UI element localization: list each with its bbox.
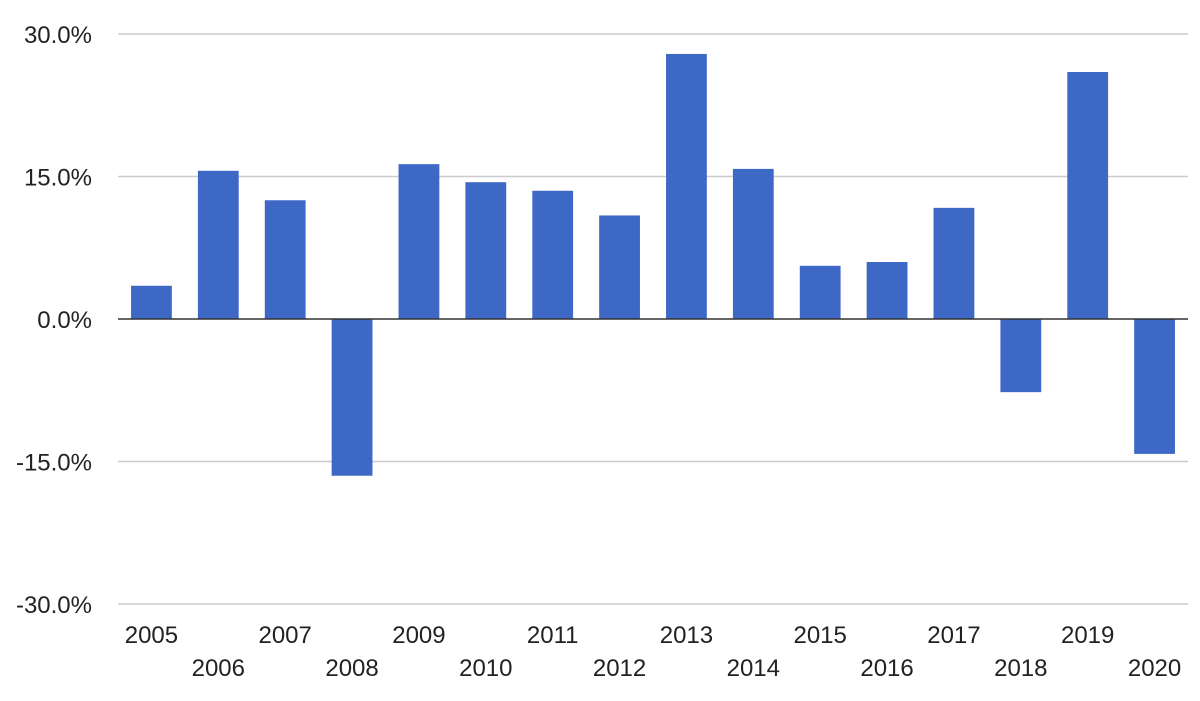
y-tick-label: 15.0% [24,165,92,192]
x-tick-label: 2010 [459,655,512,682]
x-tick-label: 2019 [1061,622,1114,649]
gridlines [118,33,1188,605]
y-tick-label: 0.0% [37,307,92,334]
bar-2007 [264,200,306,319]
y-tick-label: -15.0% [16,450,92,477]
bar-2018 [1000,319,1042,393]
x-tick-label: 2015 [793,622,846,649]
x-tick-label: 2006 [192,655,245,682]
x-tick-label: 2012 [593,655,646,682]
x-tick-label: 2020 [1128,655,1181,682]
x-axis-tick-labels: 2005 2006 2007 2008 2009 2010 2011 2012 2013 2014… [125,622,1182,682]
y-axis-tick-labels: 30.0% 15.0% 0.0% -15.0% -30.0% [16,22,92,619]
x-tick-label: 2014 [727,655,780,682]
x-tick-label: 2017 [927,622,980,649]
bars [131,53,1175,476]
bar-2015 [799,265,841,319]
x-tick-label: 2016 [860,655,913,682]
y-tick-label: -30.0% [16,592,92,619]
y-tick-label: 30.0% [24,22,92,49]
x-tick-label: 2009 [392,622,445,649]
bar-2017 [933,207,975,319]
bar-2006 [197,170,239,319]
bar-2013 [666,53,707,319]
bar-2005 [131,285,172,319]
x-tick-label: 2007 [258,622,311,649]
bar-2019 [1067,72,1109,319]
x-tick-label: 2018 [994,655,1047,682]
x-tick-label: 2011 [527,622,579,649]
bar-2011 [532,190,574,319]
bar-2010 [465,182,507,319]
bar-2020 [1134,319,1175,454]
x-tick-label: 2013 [660,622,713,649]
bar-2016 [866,262,908,319]
bar-2014 [732,168,774,319]
x-tick-label: 2005 [125,622,178,649]
bar-2009 [398,164,440,319]
bar-2012 [599,215,640,319]
x-tick-label: 2008 [325,655,378,682]
bar-2008 [331,319,373,476]
